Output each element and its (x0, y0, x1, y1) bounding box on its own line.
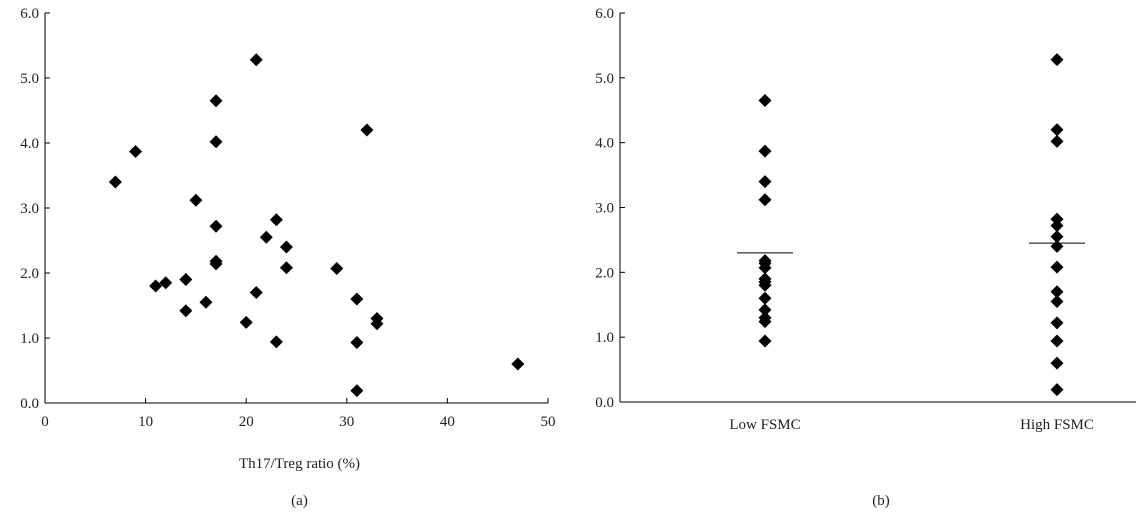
panel-a-x-tick-label: 30 (339, 414, 354, 430)
panel-b-data-point (1050, 334, 1064, 348)
panel-a-data-point (209, 257, 223, 271)
panel-a-data-point (108, 175, 122, 189)
panel-a-x-tick-label: 20 (239, 414, 254, 430)
panel-b-data-point (1050, 219, 1064, 233)
panel-b-data-point (1050, 316, 1064, 330)
panel-a-data-point (279, 240, 293, 254)
panel-a-y-tick-label: 4.0 (20, 136, 39, 152)
panel-b-data-point (1050, 295, 1064, 309)
panel-b-data-point (758, 94, 772, 108)
panel-a-data-point (269, 213, 283, 227)
panel-b-data-point (1050, 383, 1064, 397)
panel-a-y-tick-label: 0.0 (20, 396, 39, 412)
panel-b-data-point (758, 144, 772, 158)
panel-a-y-tick-label: 3.0 (20, 201, 39, 217)
panel-b-data-point (1050, 134, 1064, 148)
panel-b-data-point (758, 193, 772, 207)
panel-b-data-point (758, 175, 772, 189)
panel-a-data-point (279, 261, 293, 275)
panel-b-data-point (758, 303, 772, 317)
panel-a-data-point (511, 357, 525, 371)
panel-a-y-tick-label: 1.0 (20, 331, 39, 347)
panel-b-y-tick-label: 4.0 (595, 136, 614, 152)
panel-b-data-point (758, 278, 772, 292)
panel-a-data-point (209, 94, 223, 108)
panel-b-data-point (1050, 285, 1064, 299)
panel-a-data-point (149, 279, 163, 293)
panel-a-data-point (269, 335, 283, 349)
panel-a-data-point (199, 295, 213, 309)
panel-b-data-point (758, 334, 772, 348)
panel-b-y-tick-label: 0.0 (595, 395, 614, 411)
panel-a-data-point (350, 336, 364, 350)
panel-a-data-point (159, 276, 173, 290)
panel-b-category-label: Low FSMC (729, 417, 800, 433)
panel-a-y-tick-label: 5.0 (20, 71, 39, 87)
panel-a-x-tick-label: 0 (41, 414, 49, 430)
panel-a-data-point (350, 292, 364, 306)
panel-a-data-point (259, 230, 273, 244)
panel-b-data-point (1050, 230, 1064, 244)
panel-a-data-point (370, 317, 384, 331)
panel-a-data-point (189, 193, 203, 207)
panel-b-data-point (1050, 123, 1064, 137)
panel-a-data-point (209, 135, 223, 149)
panel-b-category-label: High FSMC (1020, 417, 1094, 433)
panel-a-data-point (249, 286, 263, 299)
panel-a-scatter-th17-ratio: 0.0 1.0 2.0 3.0 4.0 5.0 6.0 0 10 20 30 40 50 Th17/Tre… (20, 6, 555, 509)
panel-b-y-tick-label: 6.0 (595, 6, 614, 22)
panel-a-y-tick-label: 2.0 (20, 266, 39, 282)
panel-b-dot-plot-fsmc: 0.0 1.0 2.0 3.0 4.0 5.0 6.0 Low FSMC High FSMC (b… (595, 6, 1136, 509)
panel-a-x-axis-title: Th17/Treg ratio (%) (239, 456, 360, 472)
panel-b-data-point (1050, 53, 1064, 67)
panel-a-data-point (179, 304, 193, 318)
panel-b-data-point (758, 261, 772, 275)
panel-a-data-point (209, 219, 223, 233)
panel-a-data-point (249, 53, 263, 67)
panel-a-x-tick-label: 50 (541, 414, 556, 430)
panel-b-data-point (1050, 356, 1064, 370)
panel-a-x-tick-label: 10 (138, 414, 153, 430)
panel-a-y-tick-label: 6.0 (20, 6, 39, 22)
panel-b-y-tick-label: 1.0 (595, 330, 614, 346)
panel-b-y-tick-label: 2.0 (595, 265, 614, 281)
panel-b-y-tick-label: 5.0 (595, 71, 614, 87)
panel-b-y-tick-label: 3.0 (595, 201, 614, 217)
panel-b-label: (b) (872, 493, 890, 509)
panel-a-data-point (129, 144, 143, 158)
panel-a-data-point (360, 123, 374, 137)
panel-b-data-point (758, 291, 772, 305)
panel-a-data-point (350, 384, 364, 398)
panel-b-data-point (758, 315, 772, 329)
panel-a-label: (a) (291, 493, 308, 509)
panel-b-data-point (1050, 260, 1064, 274)
panel-a-x-tick-label: 40 (440, 414, 455, 430)
panel-b-data-point (1050, 239, 1064, 253)
panel-a-data-point (330, 261, 344, 275)
panel-a-data-point (239, 315, 253, 329)
panel-a-data-point (179, 273, 193, 286)
